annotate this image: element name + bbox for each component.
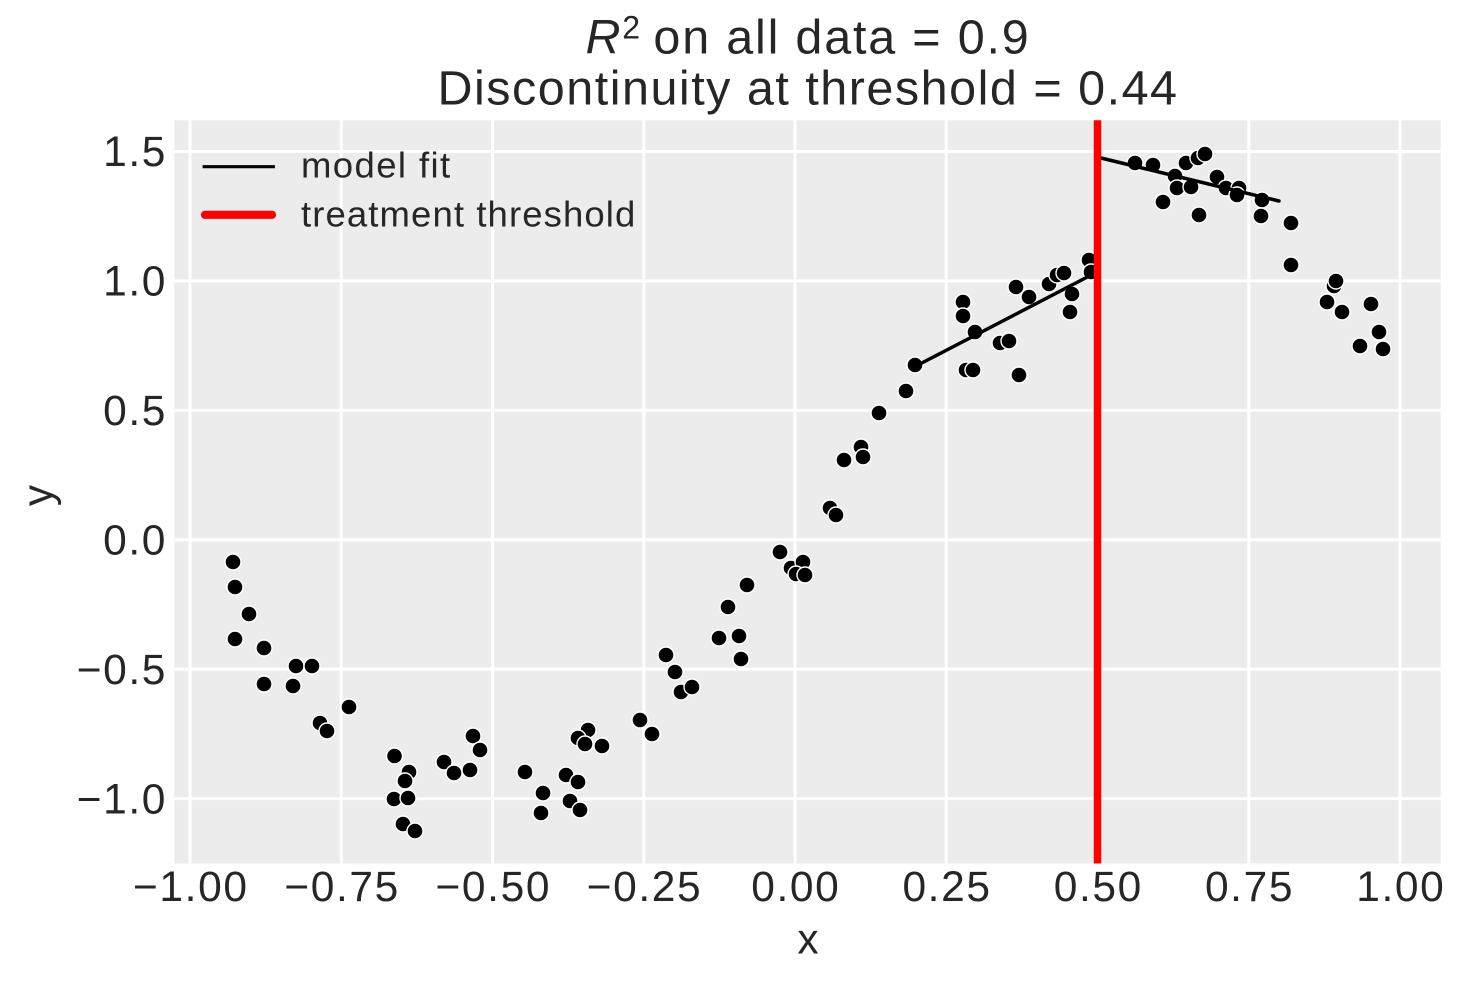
svg-text:0.50: 0.50 [1054, 864, 1143, 911]
svg-text:R2 on all data = 0.9: R2 on all data = 0.9 [585, 9, 1030, 64]
svg-text:0.25: 0.25 [902, 864, 991, 911]
svg-text:1.5: 1.5 [103, 129, 167, 176]
svg-text:−0.50: −0.50 [436, 864, 552, 911]
svg-text:treatment threshold: treatment threshold [301, 194, 636, 235]
svg-text:0.5: 0.5 [103, 388, 167, 435]
svg-text:−1.00: −1.00 [133, 864, 249, 911]
svg-text:0.00: 0.00 [751, 864, 840, 911]
svg-text:−0.5: −0.5 [77, 647, 167, 694]
svg-text:Discontinuity at threshold = 0: Discontinuity at threshold = 0.44 [437, 62, 1178, 116]
svg-text:0.75: 0.75 [1205, 864, 1294, 911]
svg-text:−0.25: −0.25 [587, 864, 703, 911]
svg-text:1.00: 1.00 [1356, 864, 1445, 911]
svg-text:1.0: 1.0 [103, 259, 167, 306]
svg-text:−0.75: −0.75 [284, 864, 400, 911]
svg-text:0.0: 0.0 [103, 517, 167, 564]
svg-text:−1.0: −1.0 [77, 776, 167, 823]
svg-text:model fit: model fit [301, 145, 452, 186]
svg-text:x: x [797, 917, 818, 964]
svg-text:y: y [15, 484, 62, 506]
